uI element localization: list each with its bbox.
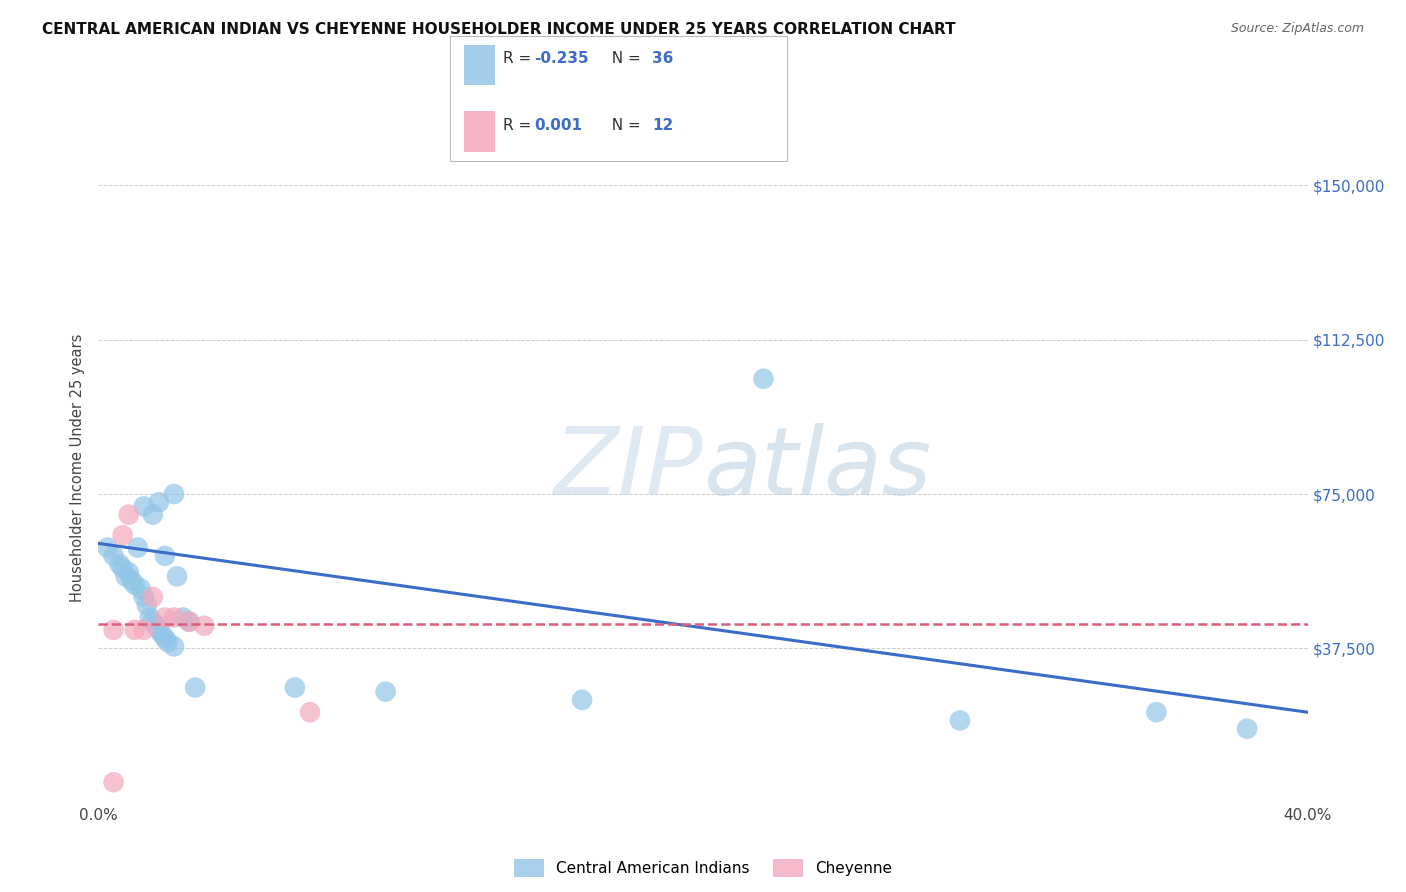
Point bbox=[135, 598, 157, 612]
Point bbox=[150, 627, 173, 641]
Point bbox=[111, 561, 134, 575]
Point bbox=[111, 528, 134, 542]
Point bbox=[148, 495, 170, 509]
Point bbox=[142, 590, 165, 604]
Point bbox=[118, 566, 141, 580]
Text: CENTRAL AMERICAN INDIAN VS CHEYENNE HOUSEHOLDER INCOME UNDER 25 YEARS CORRELATIO: CENTRAL AMERICAN INDIAN VS CHEYENNE HOUS… bbox=[42, 22, 956, 37]
Point bbox=[299, 705, 322, 719]
Point bbox=[148, 623, 170, 637]
Point bbox=[193, 619, 215, 633]
Point bbox=[103, 549, 125, 563]
Point bbox=[184, 681, 207, 695]
Point bbox=[752, 372, 775, 386]
Point bbox=[374, 684, 396, 698]
Point bbox=[172, 610, 194, 624]
Point bbox=[132, 590, 155, 604]
Point bbox=[96, 541, 118, 555]
Point bbox=[163, 640, 186, 654]
Point bbox=[129, 582, 152, 596]
Point bbox=[163, 487, 186, 501]
Point bbox=[1144, 705, 1167, 719]
Point bbox=[949, 714, 972, 728]
Point bbox=[127, 541, 149, 555]
Point bbox=[124, 577, 146, 591]
Point bbox=[142, 508, 165, 522]
Point bbox=[571, 693, 593, 707]
Y-axis label: Householder Income Under 25 years: Householder Income Under 25 years bbox=[70, 334, 86, 602]
Text: R =: R = bbox=[503, 118, 537, 133]
Point bbox=[121, 574, 143, 588]
Point bbox=[108, 557, 131, 571]
Point bbox=[103, 775, 125, 789]
Text: 36: 36 bbox=[652, 51, 673, 66]
Text: -0.235: -0.235 bbox=[534, 51, 589, 66]
Text: Source: ZipAtlas.com: Source: ZipAtlas.com bbox=[1230, 22, 1364, 36]
Text: atlas: atlas bbox=[703, 423, 931, 514]
Legend: Central American Indians, Cheyenne: Central American Indians, Cheyenne bbox=[508, 854, 898, 883]
Point bbox=[179, 615, 201, 629]
Text: N =: N = bbox=[602, 51, 645, 66]
Point bbox=[284, 681, 307, 695]
Point bbox=[103, 623, 125, 637]
Point bbox=[163, 610, 186, 624]
Point bbox=[153, 610, 176, 624]
Point bbox=[139, 610, 162, 624]
Point bbox=[145, 619, 167, 633]
Point bbox=[132, 623, 155, 637]
Text: ZIP: ZIP bbox=[554, 423, 703, 514]
Text: R =: R = bbox=[503, 51, 537, 66]
Point bbox=[114, 569, 136, 583]
Point bbox=[153, 549, 176, 563]
Point bbox=[118, 508, 141, 522]
Point bbox=[153, 631, 176, 645]
Point bbox=[132, 500, 155, 514]
Point bbox=[156, 635, 179, 649]
Point bbox=[179, 615, 201, 629]
Point bbox=[1236, 722, 1258, 736]
Text: 12: 12 bbox=[652, 118, 673, 133]
Text: N =: N = bbox=[602, 118, 645, 133]
Text: 0.001: 0.001 bbox=[534, 118, 582, 133]
Point bbox=[142, 615, 165, 629]
Point bbox=[124, 623, 146, 637]
Point bbox=[166, 569, 188, 583]
